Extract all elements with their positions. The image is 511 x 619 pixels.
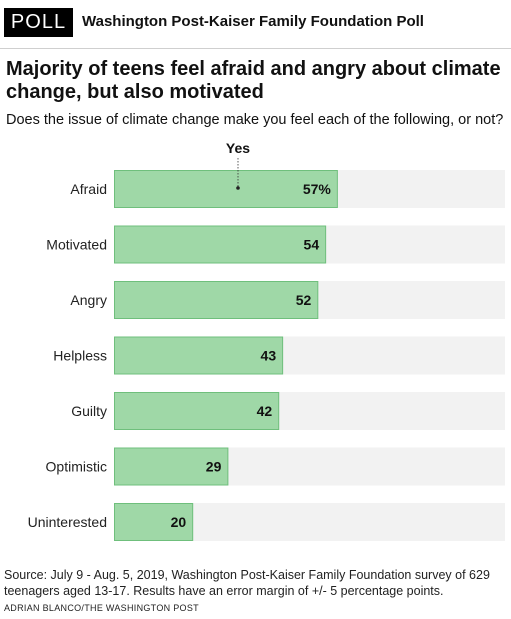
- category-label: Guilty: [71, 403, 107, 419]
- bar: [114, 503, 194, 541]
- credit-line: ADRIAN BLANCO/THE WASHINGTON POST: [4, 603, 199, 613]
- value-label: 42: [257, 403, 273, 419]
- poll-badge: POLL: [4, 8, 73, 37]
- bar: [114, 447, 229, 486]
- category-label: Helpless: [53, 348, 107, 364]
- header-divider: [0, 48, 511, 49]
- value-label: 52: [296, 292, 312, 308]
- chart-subtitle: Does the issue of climate change make yo…: [6, 112, 504, 128]
- bar: [114, 392, 280, 430]
- poll-header: POLL Washington Post-Kaiser Family Found…: [0, 4, 511, 40]
- category-label: Afraid: [70, 181, 107, 197]
- category-label: Angry: [70, 292, 107, 308]
- bar: [114, 170, 338, 208]
- chart-title: Majority of teens feel afraid and angry …: [6, 58, 501, 103]
- value-label: 43: [261, 348, 277, 364]
- value-label: 20: [171, 514, 187, 530]
- value-label: 29: [206, 459, 222, 475]
- series-label: Yes: [226, 140, 250, 156]
- bar: [114, 225, 327, 264]
- poll-name: Washington Post-Kaiser Family Foundation…: [82, 13, 424, 30]
- category-label: Optimistic: [46, 459, 107, 475]
- value-label: 54: [304, 237, 320, 253]
- value-label: 57%: [303, 181, 332, 197]
- category-label: Motivated: [46, 237, 107, 253]
- category-label: Uninterested: [28, 514, 107, 530]
- bar: [114, 281, 319, 319]
- series-leader-dot: [236, 186, 240, 190]
- bar-chart: Afraid 57% Motivated 54 Angry 52 Helpless 43 Gui…: [28, 140, 505, 541]
- bar: [114, 336, 284, 375]
- source-note: Source: July 9 - Aug. 5, 2019, Washingto…: [4, 568, 490, 598]
